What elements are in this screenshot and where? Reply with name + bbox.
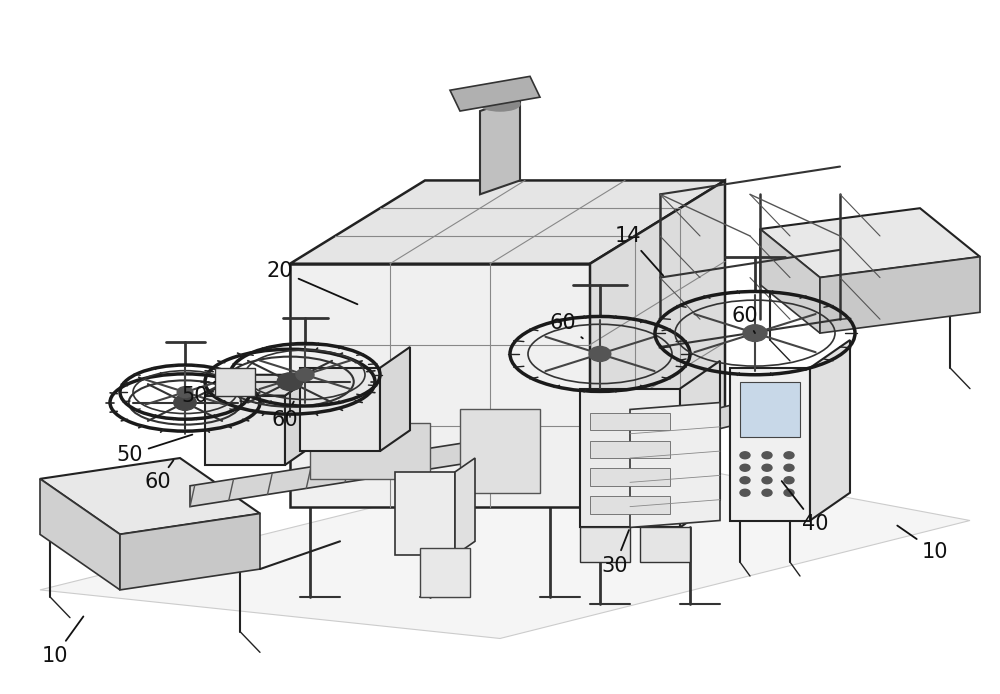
- Polygon shape: [580, 389, 680, 527]
- Circle shape: [784, 477, 794, 484]
- Polygon shape: [590, 180, 725, 507]
- Polygon shape: [640, 527, 690, 562]
- Polygon shape: [810, 340, 850, 520]
- Bar: [590, 468, 670, 486]
- Text: 60: 60: [732, 306, 758, 333]
- Bar: [590, 441, 670, 458]
- Polygon shape: [205, 375, 315, 396]
- Ellipse shape: [480, 97, 520, 111]
- Polygon shape: [730, 368, 810, 520]
- Circle shape: [740, 452, 750, 459]
- Polygon shape: [395, 472, 455, 555]
- Polygon shape: [290, 180, 725, 264]
- Circle shape: [762, 489, 772, 496]
- Polygon shape: [450, 76, 540, 111]
- Circle shape: [784, 489, 794, 496]
- Bar: [460, 409, 540, 493]
- Text: 40: 40: [782, 481, 828, 534]
- Text: 60: 60: [145, 460, 173, 492]
- Polygon shape: [455, 458, 475, 555]
- Circle shape: [762, 452, 772, 459]
- Polygon shape: [40, 479, 120, 590]
- Polygon shape: [820, 257, 980, 333]
- Circle shape: [174, 395, 196, 410]
- Polygon shape: [40, 458, 260, 534]
- Circle shape: [740, 477, 750, 484]
- Polygon shape: [420, 548, 470, 597]
- Text: 60: 60: [550, 313, 583, 339]
- Text: 60: 60: [272, 402, 298, 430]
- Text: 50: 50: [117, 434, 192, 464]
- Polygon shape: [190, 437, 500, 507]
- Polygon shape: [300, 368, 380, 451]
- Text: 10: 10: [42, 616, 83, 666]
- Polygon shape: [380, 347, 410, 451]
- Text: 20: 20: [267, 261, 357, 304]
- Circle shape: [784, 452, 794, 459]
- Polygon shape: [600, 396, 770, 458]
- Polygon shape: [630, 403, 720, 527]
- Circle shape: [762, 464, 772, 471]
- Circle shape: [743, 325, 767, 341]
- Polygon shape: [120, 514, 260, 590]
- Circle shape: [784, 464, 794, 471]
- Bar: [310, 423, 430, 479]
- Polygon shape: [285, 375, 315, 465]
- Circle shape: [177, 387, 193, 398]
- Polygon shape: [760, 229, 820, 333]
- Circle shape: [740, 489, 750, 496]
- Circle shape: [277, 373, 303, 391]
- Bar: [590, 413, 670, 430]
- Text: 30: 30: [602, 530, 629, 575]
- Polygon shape: [290, 264, 590, 507]
- Text: 50: 50: [182, 382, 215, 405]
- Circle shape: [296, 369, 314, 381]
- Polygon shape: [205, 396, 285, 465]
- Polygon shape: [40, 451, 970, 638]
- Polygon shape: [680, 361, 720, 527]
- Polygon shape: [760, 208, 980, 278]
- Circle shape: [740, 464, 750, 471]
- Bar: [215, 368, 255, 396]
- Polygon shape: [480, 97, 520, 194]
- Text: 14: 14: [615, 226, 663, 276]
- Circle shape: [589, 346, 611, 362]
- Bar: [740, 382, 800, 437]
- Bar: [590, 496, 670, 514]
- Polygon shape: [580, 527, 630, 562]
- Text: 10: 10: [897, 525, 948, 561]
- Circle shape: [762, 477, 772, 484]
